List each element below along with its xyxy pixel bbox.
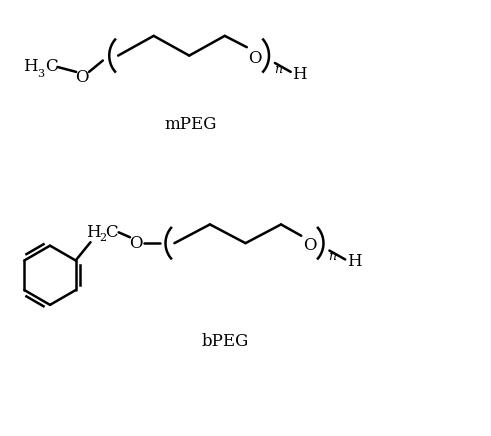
Text: O: O xyxy=(248,50,262,67)
Text: C: C xyxy=(45,58,57,75)
Text: n: n xyxy=(274,63,282,76)
Text: C: C xyxy=(106,224,118,241)
Text: H: H xyxy=(347,253,361,270)
Text: 2: 2 xyxy=(99,233,107,243)
Text: H: H xyxy=(85,224,100,241)
Text: H: H xyxy=(292,66,307,83)
Text: n: n xyxy=(328,251,336,263)
Text: mPEG: mPEG xyxy=(164,116,217,133)
Text: 3: 3 xyxy=(38,69,45,79)
Text: O: O xyxy=(303,237,316,254)
Text: H: H xyxy=(23,58,38,75)
Text: bPEG: bPEG xyxy=(202,334,249,351)
Text: O: O xyxy=(75,69,89,86)
Text: O: O xyxy=(129,235,143,252)
